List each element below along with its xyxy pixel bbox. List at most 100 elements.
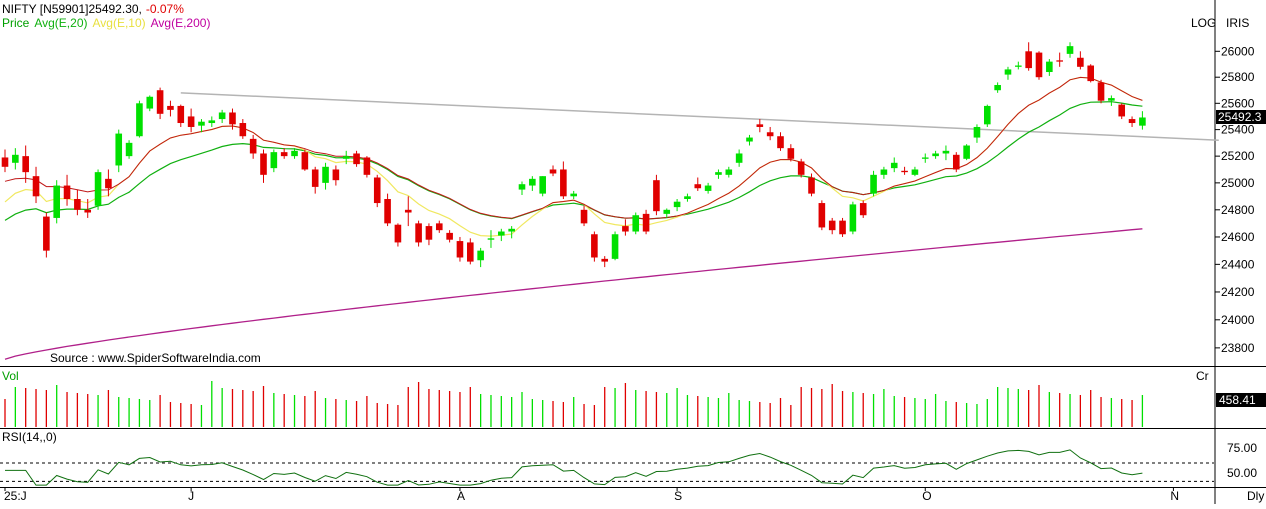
rsi-tick-75: 75.00 [1227, 441, 1257, 455]
candle-body [394, 224, 402, 243]
candle-body [1015, 65, 1022, 67]
candle-body [984, 105, 991, 125]
candle-body [973, 126, 981, 138]
legend-ema10: Avg(E,10) [92, 16, 145, 30]
candle-body [777, 136, 784, 149]
candle-body [1046, 61, 1053, 73]
candle-body [549, 169, 557, 174]
candle-body [167, 105, 174, 110]
legend-ema200: Avg(E,200) [151, 16, 211, 30]
candle-body [239, 123, 247, 137]
candle-body [105, 178, 112, 189]
candle-body [1128, 119, 1136, 124]
candle-body [766, 132, 774, 137]
candle-body [467, 242, 474, 262]
candle-body [994, 85, 1001, 91]
last-price-label: 25492.30, [88, 2, 141, 16]
svg-text:NIFTY [N59901]25492.30,-0.07%: NIFTY [N59901]25492.30, -0.07% [2, 2, 184, 16]
candle-body [1077, 57, 1084, 67]
price-tick-label: 24200 [1221, 285, 1255, 299]
current-price-label: 25492.3 [1218, 110, 1262, 124]
candle-body [808, 177, 815, 194]
price-tick-label: 24600 [1221, 230, 1255, 244]
symbol-label: NIFTY [N59901] [2, 2, 88, 16]
candle-body [921, 157, 929, 159]
current-volume-label: 458.41 [1219, 393, 1256, 407]
x-tick-label: J [188, 489, 194, 503]
price-tick-label: 25200 [1221, 149, 1255, 163]
candle-body [539, 176, 546, 194]
candle-body [611, 234, 619, 259]
candle-body [260, 153, 267, 175]
price-tick-label: 24400 [1221, 257, 1255, 271]
candle-body [756, 124, 764, 127]
candle-body [322, 166, 329, 183]
candle-body [136, 103, 143, 137]
candle-body [1025, 51, 1032, 69]
candle-body [270, 152, 278, 169]
candle-body [342, 156, 350, 159]
candle-body [477, 250, 484, 261]
current-volume-badge [1216, 393, 1266, 407]
x-tick-label: A [457, 489, 465, 503]
candle-body [280, 152, 288, 157]
candle-body [43, 216, 50, 251]
candle-body [518, 184, 526, 190]
candle-body [694, 184, 702, 189]
x-tick-label: S [674, 489, 682, 503]
candle-body [435, 223, 443, 231]
candle-body [735, 153, 743, 163]
candle-body [53, 185, 60, 218]
candle-body [591, 234, 598, 258]
candle-body [301, 152, 309, 170]
candle-body [1097, 82, 1105, 101]
candle-body [363, 157, 371, 175]
candle-body [63, 185, 71, 200]
x-tick-label: O [922, 489, 931, 503]
candle-body [311, 169, 319, 187]
candle-body [622, 226, 629, 232]
candle-body [911, 169, 919, 175]
legend-ema20: Avg(E,20) [34, 16, 87, 30]
candle-body [249, 138, 257, 154]
ema10-line [4, 76, 1143, 237]
candle-body [1139, 117, 1146, 126]
ema20-line [4, 101, 1143, 221]
price-tick-label: 25800 [1221, 70, 1255, 84]
candle-body [456, 241, 464, 258]
candle-body [828, 220, 836, 231]
candle-body [715, 172, 722, 175]
candle-body [560, 169, 567, 197]
candle-body [890, 162, 898, 169]
candle-body [291, 150, 298, 157]
candle-body [22, 156, 29, 173]
candle-body [384, 199, 391, 224]
candle-body [1087, 65, 1094, 82]
candle-body [932, 153, 939, 157]
candle-body [787, 148, 795, 159]
candle-body [1108, 98, 1115, 101]
candle-body [601, 258, 609, 262]
candle-body [1118, 104, 1126, 117]
candle-body [446, 232, 453, 240]
candle-body [125, 142, 133, 157]
price-tick-label: 23800 [1221, 341, 1255, 355]
candle-body [942, 150, 950, 154]
candle-body [725, 169, 733, 175]
change-label: -0.07% [146, 2, 184, 16]
scale-mode-label: LOG [1191, 16, 1216, 30]
candle-body [952, 154, 960, 170]
legend-price: Price [2, 16, 30, 30]
candle-body [859, 203, 867, 216]
candle-body [187, 116, 195, 127]
volume-panel-label: Vol [2, 369, 19, 383]
volume-unit-label: Cr [1196, 369, 1209, 383]
period-label: Dly [1247, 489, 1264, 503]
candle-body [580, 209, 588, 224]
candle-body [373, 177, 381, 204]
candle-body [684, 196, 691, 200]
candle-body [208, 120, 216, 124]
candle-body [156, 90, 164, 114]
rsi-tick-50: 50.00 [1227, 466, 1257, 480]
